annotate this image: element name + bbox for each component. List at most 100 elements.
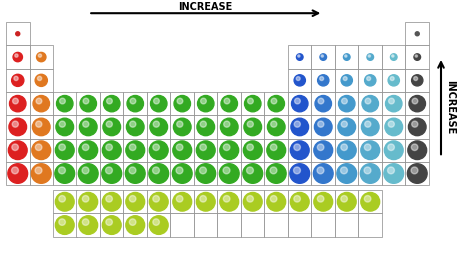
Circle shape bbox=[292, 96, 308, 112]
Circle shape bbox=[268, 96, 284, 112]
Bar bbox=[311, 162, 335, 185]
Bar bbox=[335, 162, 358, 185]
Circle shape bbox=[196, 164, 216, 183]
Circle shape bbox=[388, 167, 394, 174]
Circle shape bbox=[391, 54, 397, 60]
Circle shape bbox=[37, 76, 42, 81]
Bar bbox=[311, 115, 335, 139]
Circle shape bbox=[344, 54, 350, 60]
Bar bbox=[194, 162, 218, 185]
Circle shape bbox=[412, 98, 418, 104]
Circle shape bbox=[223, 144, 230, 151]
Bar bbox=[124, 139, 147, 162]
Circle shape bbox=[56, 96, 73, 112]
Circle shape bbox=[16, 32, 20, 36]
Bar bbox=[29, 139, 53, 162]
Circle shape bbox=[153, 167, 159, 174]
Circle shape bbox=[290, 164, 310, 183]
Circle shape bbox=[36, 144, 42, 151]
Circle shape bbox=[385, 96, 402, 112]
Bar bbox=[311, 92, 335, 115]
Circle shape bbox=[294, 195, 301, 202]
Circle shape bbox=[407, 164, 427, 183]
Circle shape bbox=[9, 96, 26, 112]
Circle shape bbox=[291, 141, 309, 159]
Circle shape bbox=[365, 75, 376, 86]
Circle shape bbox=[9, 118, 27, 136]
Bar bbox=[53, 92, 76, 115]
Bar bbox=[405, 92, 429, 115]
Bar bbox=[335, 213, 358, 237]
Bar bbox=[264, 213, 288, 237]
Circle shape bbox=[337, 192, 356, 211]
Bar bbox=[6, 139, 29, 162]
Bar bbox=[405, 45, 429, 69]
Circle shape bbox=[196, 192, 215, 211]
Circle shape bbox=[270, 167, 277, 174]
Circle shape bbox=[176, 144, 183, 151]
Circle shape bbox=[129, 167, 136, 174]
Circle shape bbox=[317, 195, 324, 202]
Circle shape bbox=[102, 141, 121, 159]
Circle shape bbox=[221, 96, 237, 112]
Bar bbox=[194, 115, 218, 139]
Circle shape bbox=[392, 55, 394, 57]
Circle shape bbox=[415, 32, 419, 36]
Circle shape bbox=[338, 118, 356, 136]
Bar bbox=[335, 115, 358, 139]
Text: INCREASE: INCREASE bbox=[179, 2, 233, 12]
Bar bbox=[382, 115, 405, 139]
Bar bbox=[335, 190, 358, 213]
Circle shape bbox=[365, 144, 371, 151]
Bar bbox=[358, 213, 382, 237]
Circle shape bbox=[314, 192, 333, 211]
Bar bbox=[288, 92, 311, 115]
Bar bbox=[264, 190, 288, 213]
Circle shape bbox=[154, 98, 159, 104]
Circle shape bbox=[103, 118, 120, 136]
Circle shape bbox=[200, 167, 207, 174]
Circle shape bbox=[59, 144, 65, 151]
Circle shape bbox=[317, 167, 324, 174]
Text: INCREASE: INCREASE bbox=[445, 80, 455, 134]
Bar bbox=[335, 69, 358, 92]
Bar bbox=[124, 115, 147, 139]
Circle shape bbox=[177, 121, 183, 127]
Bar bbox=[53, 139, 76, 162]
Circle shape bbox=[415, 55, 418, 57]
Bar bbox=[382, 139, 405, 162]
Circle shape bbox=[294, 121, 301, 127]
Bar bbox=[405, 162, 429, 185]
Bar bbox=[100, 92, 124, 115]
Bar bbox=[264, 162, 288, 185]
Circle shape bbox=[319, 77, 324, 81]
Circle shape bbox=[130, 121, 136, 127]
Circle shape bbox=[220, 141, 238, 159]
Bar bbox=[76, 139, 100, 162]
Bar bbox=[147, 190, 171, 213]
Circle shape bbox=[102, 164, 122, 183]
Circle shape bbox=[341, 75, 352, 86]
Circle shape bbox=[342, 98, 347, 104]
Circle shape bbox=[200, 121, 206, 127]
Bar bbox=[53, 190, 76, 213]
Circle shape bbox=[55, 141, 74, 159]
Circle shape bbox=[362, 96, 378, 112]
Circle shape bbox=[59, 219, 65, 225]
Circle shape bbox=[296, 54, 303, 60]
Circle shape bbox=[82, 121, 89, 127]
Circle shape bbox=[409, 96, 426, 112]
Circle shape bbox=[340, 167, 347, 174]
Bar bbox=[311, 45, 335, 69]
Circle shape bbox=[337, 164, 356, 183]
Circle shape bbox=[367, 54, 374, 60]
Bar bbox=[382, 162, 405, 185]
Circle shape bbox=[219, 164, 239, 183]
Circle shape bbox=[129, 195, 136, 202]
Circle shape bbox=[153, 144, 159, 151]
Bar bbox=[147, 92, 171, 115]
Circle shape bbox=[176, 195, 183, 202]
Bar bbox=[382, 69, 405, 92]
Circle shape bbox=[365, 121, 371, 127]
Bar bbox=[311, 139, 335, 162]
